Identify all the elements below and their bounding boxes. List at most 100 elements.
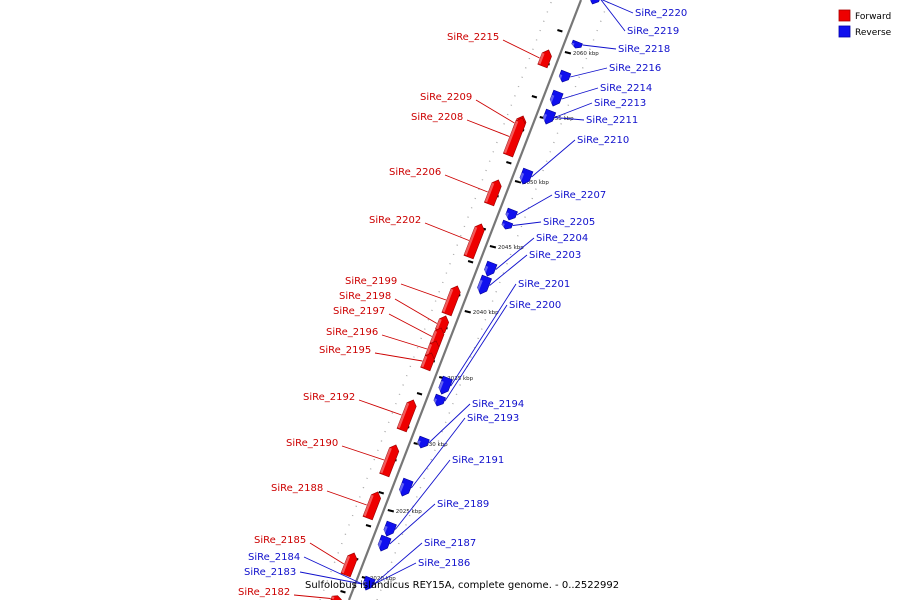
scale-tick-label: 2030 kbp — [422, 442, 448, 448]
forward-label-connector — [309, 542, 345, 565]
reverse-gene-arrow[interactable] — [482, 260, 498, 278]
reverse-gene-arrow[interactable] — [518, 167, 534, 186]
forward-gene-arrow[interactable] — [362, 490, 382, 521]
forward-gene-label[interactable]: SiRe_2195 — [319, 345, 371, 356]
gene-arrows — [330, 0, 602, 600]
scale-tick — [489, 245, 497, 249]
forward-gene-label[interactable]: SiRe_2198 — [339, 291, 391, 302]
reverse-label-connector — [495, 237, 535, 270]
scale-tick-label: 2045 kbp — [498, 245, 524, 251]
reverse-gene-label[interactable]: SiRe_2183 — [244, 567, 296, 578]
reverse-gene-label[interactable]: SiRe_2213 — [594, 98, 646, 109]
reverse-gene-label[interactable]: SiRe_2184 — [248, 552, 300, 563]
reverse-gene-label[interactable]: SiRe_2189 — [437, 499, 489, 510]
reverse-label-connector — [531, 139, 576, 178]
forward-gene-arrow[interactable] — [484, 178, 503, 207]
forward-gene-arrow[interactable] — [441, 284, 462, 317]
forward-swatch — [838, 9, 851, 22]
reverse-gene-arrow[interactable] — [437, 375, 453, 396]
reverse-gene-label[interactable]: SiRe_2219 — [627, 26, 679, 37]
forward-gene-arrow[interactable] — [330, 594, 342, 600]
reverse-gene-arrow[interactable] — [548, 89, 564, 108]
reverse-gene-label[interactable]: SiRe_2186 — [418, 558, 470, 569]
reverse-label-connector — [428, 403, 471, 444]
reverse-gene-arrow[interactable] — [501, 219, 514, 231]
forward-gene-arrow[interactable] — [463, 222, 486, 260]
reverse-gene-arrow[interactable] — [475, 274, 492, 296]
forward-label-connector — [388, 313, 433, 337]
scale-tick-label: 2055 kbp — [548, 116, 574, 122]
reverse-gene-arrow[interactable] — [376, 534, 392, 553]
minor-tick — [365, 524, 372, 528]
forward-gene-label[interactable]: SiRe_2185 — [254, 535, 306, 546]
forward-gene-label[interactable]: SiRe_2196 — [326, 327, 378, 338]
reverse-gene-label[interactable]: SiRe_2210 — [577, 135, 629, 146]
reverse-label-connector — [489, 254, 528, 286]
reverse-gene-arrow[interactable] — [541, 108, 557, 126]
forward-gene-arrow[interactable] — [502, 116, 527, 158]
reverse-gene-label[interactable]: SiRe_2207 — [554, 190, 606, 201]
reverse-gene-label[interactable]: SiRe_2216 — [609, 63, 661, 74]
forward-gene-label[interactable]: SiRe_2192 — [303, 392, 355, 403]
reverse-gene-arrow[interactable] — [588, 0, 602, 6]
reverse-gene-label[interactable]: SiRe_2203 — [529, 250, 581, 261]
reverse-gene-arrow[interactable] — [504, 207, 518, 222]
reverse-gene-label[interactable]: SiRe_2204 — [536, 233, 588, 244]
reverse-gene-label[interactable]: SiRe_2193 — [467, 413, 519, 424]
forward-gene-label[interactable]: SiRe_2199 — [345, 276, 397, 287]
reverse-label-connector — [389, 503, 436, 545]
reverse-gene-arrow[interactable] — [557, 69, 572, 84]
forward-label-connector — [400, 283, 447, 301]
reverse-gene-arrow[interactable] — [382, 520, 397, 538]
reverse-gene-arrow[interactable] — [397, 477, 414, 498]
forward-gene-arrow[interactable] — [340, 551, 359, 578]
reverse-label-connector — [570, 67, 608, 78]
forward-gene-label[interactable]: SiRe_2202 — [369, 215, 421, 226]
legend-forward-label: Forward — [855, 12, 891, 22]
scale-tick-label: 2050 kbp — [523, 180, 549, 186]
reverse-gene-label[interactable]: SiRe_2205 — [543, 217, 595, 228]
scale-tick — [564, 51, 572, 55]
reverse-label-connector — [299, 571, 363, 585]
forward-label-connector — [326, 490, 367, 506]
reverse-gene-label[interactable]: SiRe_2187 — [424, 538, 476, 549]
forward-label-connector — [293, 594, 331, 599]
label-connectors — [293, 0, 634, 599]
minor-tick — [467, 260, 474, 264]
forward-gene-label[interactable]: SiRe_2206 — [389, 167, 441, 178]
scale-tick — [514, 180, 522, 184]
forward-label-connector — [466, 119, 510, 137]
forward-gene-label[interactable]: SiRe_2182 — [238, 587, 290, 598]
forward-gene-label[interactable]: SiRe_2208 — [411, 112, 463, 123]
forward-gene-label[interactable]: SiRe_2209 — [420, 92, 472, 103]
minor-tick — [557, 29, 563, 33]
scale-tick-label: 2040 kbp — [473, 310, 499, 316]
reverse-gene-label[interactable]: SiRe_2191 — [452, 455, 504, 466]
reverse-gene-label[interactable]: SiRe_2194 — [472, 399, 524, 410]
reverse-gene-label[interactable]: SiRe_2211 — [586, 115, 638, 126]
reverse-gene-label[interactable]: SiRe_2200 — [509, 300, 561, 311]
reverse-gene-label[interactable]: SiRe_2201 — [518, 279, 570, 290]
forward-label-connector — [341, 445, 385, 461]
reverse-gene-label[interactable]: SiRe_2218 — [618, 44, 670, 55]
forward-gene-arrow[interactable] — [396, 398, 418, 433]
reverse-label-connector — [394, 459, 451, 530]
forward-gene-label[interactable]: SiRe_2190 — [286, 438, 338, 449]
forward-gene-arrow[interactable] — [379, 443, 401, 478]
reverse-gene-arrow[interactable] — [361, 575, 376, 592]
reverse-gene-arrow[interactable] — [416, 435, 430, 450]
forward-gene-label[interactable]: SiRe_2197 — [333, 306, 385, 317]
reverse-gene-arrow[interactable] — [432, 393, 446, 408]
forward-label-connector — [394, 298, 438, 324]
reverse-swatch — [838, 25, 851, 38]
minor-tick — [378, 491, 385, 495]
reverse-gene-arrow[interactable] — [571, 39, 583, 50]
forward-gene-arrow[interactable] — [420, 351, 437, 372]
reverse-gene-label[interactable]: SiRe_2220 — [635, 8, 687, 19]
forward-gene-label[interactable]: SiRe_2188 — [271, 483, 323, 494]
reverse-label-connector — [601, 0, 634, 14]
reverse-label-connector — [373, 562, 417, 585]
forward-gene-arrow[interactable] — [537, 48, 554, 69]
forward-gene-label[interactable]: SiRe_2215 — [447, 32, 499, 43]
reverse-gene-label[interactable]: SiRe_2214 — [600, 83, 652, 94]
